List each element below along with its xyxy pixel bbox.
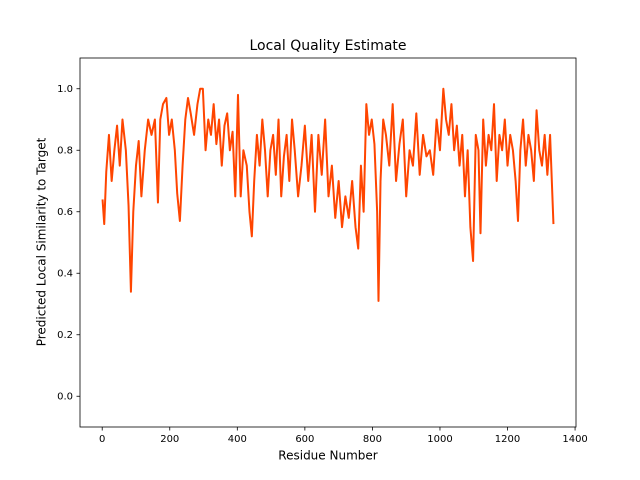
y-tick-label: 0.4 (57, 268, 73, 279)
y-tick-label: 0.6 (57, 207, 73, 218)
x-tick-label: 1000 (427, 434, 452, 445)
x-tick-label: 0 (99, 434, 105, 445)
plot-frame (79, 57, 577, 428)
x-tick-label: 1400 (562, 434, 587, 445)
x-axis-label: Residue Number (278, 449, 377, 463)
y-tick-label: 1.0 (57, 84, 73, 95)
x-tick-label: 800 (363, 434, 382, 445)
line (101, 87, 555, 302)
chart-title: Local Quality Estimate (249, 38, 406, 54)
x-tick-label: 400 (228, 434, 247, 445)
x-tick-label: 600 (295, 434, 314, 445)
y-tick-label: 0.0 (57, 391, 73, 402)
y-tick-label: 0.2 (57, 330, 73, 341)
y-tick-label: 0.8 (57, 145, 73, 156)
x-tick-label: 200 (160, 434, 179, 445)
x-tick-label: 1200 (495, 434, 520, 445)
y-axis-label: Predicted Local Similarity to Target (35, 137, 49, 346)
